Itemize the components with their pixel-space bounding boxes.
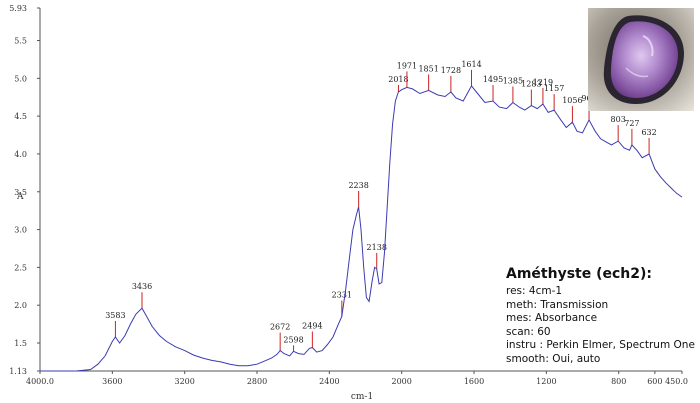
peak-label: 2494 bbox=[302, 322, 322, 331]
x-tick-label: 2000 bbox=[392, 377, 412, 386]
y-tick-label: 4.0 bbox=[14, 150, 27, 159]
x-axis-label: cm-1 bbox=[351, 392, 373, 402]
peak-label: 1614 bbox=[461, 60, 481, 69]
sample-title: Améthyste (ech2): bbox=[506, 266, 652, 282]
info-method: meth: Transmission bbox=[506, 298, 609, 311]
y-axis-label: A bbox=[16, 192, 24, 202]
y-tick-label: 5.5 bbox=[14, 37, 27, 46]
x-tick-label: 2800 bbox=[247, 377, 267, 386]
peak-label: 2331 bbox=[332, 291, 352, 300]
x-tick-label: 1200 bbox=[536, 377, 556, 386]
peak-label: 1495 bbox=[483, 75, 503, 84]
peak-label: 2672 bbox=[270, 323, 290, 332]
y-tick-label: 1.5 bbox=[14, 339, 27, 348]
peak-label: 1385 bbox=[503, 77, 523, 86]
info-smoothing: smooth: Oui, auto bbox=[506, 352, 601, 365]
x-tick-label: 600 bbox=[647, 377, 662, 386]
peak-label: 3583 bbox=[105, 311, 125, 320]
chart-axes bbox=[39, 8, 682, 372]
info-resolution: res: 4cm-1 bbox=[506, 285, 563, 297]
x-tick-label: 3600 bbox=[102, 377, 122, 386]
peak-label: 2598 bbox=[283, 335, 303, 344]
y-tick-label: 5.93 bbox=[9, 4, 27, 13]
y-tick-label: 2.0 bbox=[14, 301, 27, 310]
x-tick-label: 3200 bbox=[174, 377, 194, 386]
peak-label: 1971 bbox=[397, 61, 417, 70]
peak-label: 1283 bbox=[521, 80, 541, 89]
y-tick-label: 1.13 bbox=[9, 367, 27, 376]
peak-label: 2138 bbox=[367, 243, 387, 252]
x-tick-label: 2400 bbox=[319, 377, 339, 386]
x-axis-ticks: 4000.0 3600 3200 2800 2400 2000 1600 1200 800 600… bbox=[26, 371, 688, 386]
y-tick-label: 3.0 bbox=[14, 226, 27, 235]
peak-label: 1219 bbox=[533, 78, 553, 87]
peak-label: 2238 bbox=[348, 181, 368, 190]
peak-label: 3436 bbox=[132, 282, 152, 291]
peak-label: 1157 bbox=[544, 84, 564, 93]
y-tick-label: 4.5 bbox=[14, 112, 27, 121]
absorbance-series-line bbox=[40, 85, 683, 372]
amethyst-photo bbox=[588, 8, 694, 111]
peak-label: 727 bbox=[624, 119, 639, 128]
x-tick-label: 4000.0 bbox=[26, 377, 54, 386]
sample-info-panel: Améthyste (ech2): res: 4cm-1 meth: Trans… bbox=[506, 266, 696, 366]
peak-label: 1056 bbox=[562, 96, 582, 105]
peak-label: 1851 bbox=[418, 64, 438, 73]
x-tick-label: 1600 bbox=[464, 377, 484, 386]
info-instrument: instru : Perkin Elmer, Spectrum One bbox=[506, 339, 695, 351]
peak-label: 803 bbox=[611, 115, 626, 124]
amethyst-gemstone-image bbox=[588, 8, 694, 111]
y-tick-label: 3.5 bbox=[14, 188, 27, 197]
x-tick-label: 450.0 bbox=[665, 377, 688, 386]
y-axis-ticks: 1.13 1.5 2.0 2.5 3.0 3.5 4.0 4.5 5.0 5.5 5.93 bbox=[9, 4, 40, 376]
peak-label: 2018 bbox=[388, 75, 408, 84]
x-tick-label: 800 bbox=[611, 377, 626, 386]
info-measure: mes: Absorbance bbox=[506, 312, 598, 324]
y-tick-label: 2.5 bbox=[14, 263, 27, 272]
y-tick-label: 5.0 bbox=[14, 74, 27, 83]
peak-label: 1728 bbox=[441, 66, 461, 75]
info-scans: scan: 60 bbox=[506, 325, 551, 338]
peak-label: 632 bbox=[641, 128, 656, 137]
